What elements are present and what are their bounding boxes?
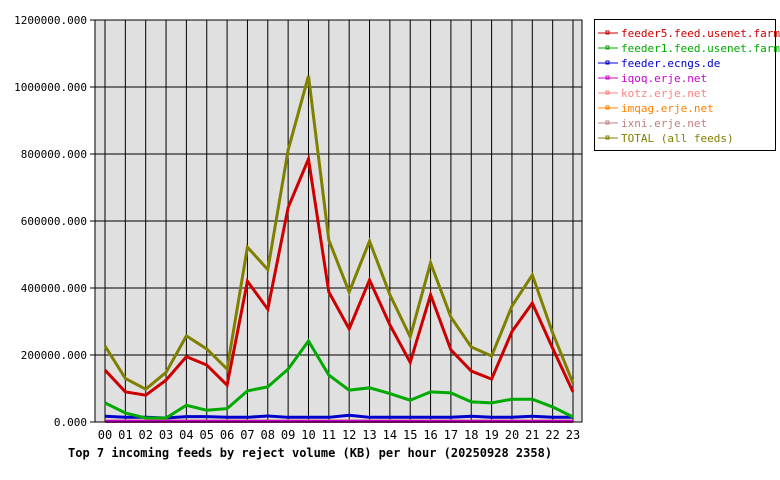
x-tick-label: 13: [362, 428, 376, 442]
axes: 00 01 02 03 04 05 06 07 08 09 10 11 12 13 14 15 16 17 18 19…: [14, 14, 583, 442]
legend-entry: ixni.erje.net: [621, 117, 707, 130]
x-tick-label: 12: [342, 428, 356, 442]
series-line: [103, 153, 575, 397]
plot-border: [94, 19, 583, 423]
legend-marker: [605, 105, 610, 110]
series-line: [103, 75, 575, 391]
y-tick-label: 600000.000: [21, 215, 87, 228]
x-tick-label: 23: [566, 428, 580, 442]
x-tick-label: 07: [240, 428, 254, 442]
x-tick-label: 17: [444, 428, 458, 442]
legend-marker: [605, 75, 610, 80]
legend-marker: [605, 45, 610, 50]
legend-marker: [605, 120, 610, 125]
y-tick-label: 400000.000: [21, 282, 87, 295]
x-tick-label: 22: [545, 428, 559, 442]
x-tick-label: 05: [200, 428, 214, 442]
x-tick-label: 01: [118, 428, 132, 442]
y-tick-label: 800000.000: [21, 148, 87, 161]
chart-title: Top 7 incoming feeds by reject volume (K…: [68, 446, 552, 460]
x-tick-label: 11: [322, 428, 336, 442]
x-tick-label: 16: [423, 428, 437, 442]
x-tick-label: 08: [261, 428, 275, 442]
legend-entry: imqag.erje.net: [621, 102, 714, 115]
legend: feeder5.feed.usenet.farm feeder1.feed.use…: [594, 19, 780, 151]
legend-box: [594, 19, 776, 151]
y-tick-label: 1200000.000: [14, 14, 87, 27]
x-tick-label: 10: [301, 428, 315, 442]
legend-entry: feeder5.feed.usenet.farm: [621, 27, 780, 40]
legend-marker: [605, 60, 610, 65]
y-tick-label: 0.000: [54, 416, 87, 429]
x-tick-label: 21: [525, 428, 539, 442]
y-tick-label: 200000.000: [21, 349, 87, 362]
x-tick-label: 18: [464, 428, 478, 442]
x-tick-label: 00: [98, 428, 112, 442]
x-tick-label: 03: [159, 428, 173, 442]
series-lines: [103, 75, 575, 423]
legend-marker: [605, 135, 610, 140]
legend-entry: kotz.erje.net: [621, 87, 707, 100]
x-tick-label: 20: [505, 428, 519, 442]
x-tick-label: 14: [383, 428, 397, 442]
series-line: [104, 338, 574, 420]
legend-entry: TOTAL (all feeds): [621, 132, 734, 145]
legend-entry: iqoq.erje.net: [621, 72, 707, 85]
legend-entry: feeder1.feed.usenet.farm: [621, 42, 780, 55]
x-tick-label: 02: [138, 428, 152, 442]
y-tick-label: 1000000.000: [14, 81, 87, 94]
legend-marker: [605, 90, 610, 95]
x-tick-label: 04: [179, 428, 193, 442]
x-tick-label: 09: [281, 428, 295, 442]
series-line: [104, 413, 573, 420]
legend-marker: [605, 30, 610, 35]
x-tick-label: 19: [484, 428, 498, 442]
x-tick-label: 06: [220, 428, 234, 442]
legend-entry: feeder.ecngs.de: [621, 57, 720, 70]
x-tick-label: 15: [403, 428, 417, 442]
